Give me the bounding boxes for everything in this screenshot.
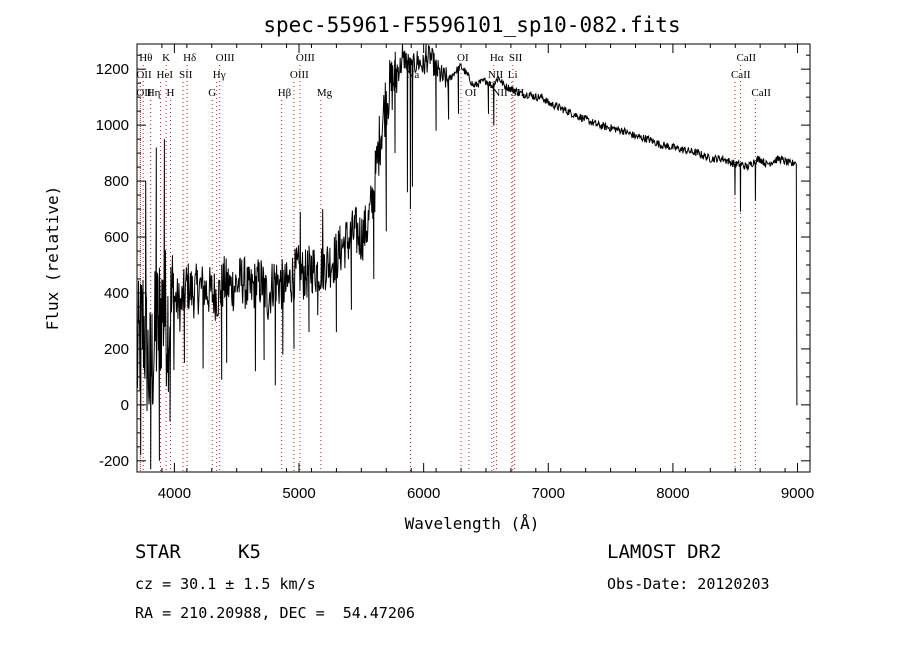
object-subclass: K5 — [238, 541, 261, 563]
x-tick-label: 5000 — [282, 485, 315, 502]
spectral-line-label: Mg — [317, 87, 333, 99]
axis-ticks: 4000 5000 6000 7000 8000 9000 -200 0 200 400 600 80… — [96, 44, 814, 502]
spectral-line-label: OI — [465, 87, 477, 99]
spectral-line-label: CaII — [731, 69, 751, 81]
spectral-line-label: OIII — [296, 52, 315, 64]
observation-date: Obs-Date: 20120203 — [607, 575, 770, 593]
y-tick-label: 600 — [104, 229, 129, 246]
spectral-line-label: Hη — [147, 87, 161, 99]
x-axis-label: Wavelength (Å) — [405, 514, 540, 533]
sky-coordinates: RA = 210.20988, DEC = 54.47206 — [135, 604, 415, 622]
x-tick-label: 7000 — [532, 485, 565, 502]
spectral-line-label: OI — [457, 52, 469, 64]
x-tick-label: 4000 — [158, 485, 191, 502]
y-tick-label: 1000 — [96, 117, 129, 134]
spectral-line-label: OII — [136, 87, 152, 99]
y-tick-label: 800 — [104, 173, 129, 190]
spectral-line-label: OIII — [216, 52, 235, 64]
chart-title: spec-55961-F5596101_sp10-082.fits — [263, 13, 680, 37]
survey-name: LAMOST DR2 — [607, 541, 722, 563]
y-tick-label: 200 — [104, 341, 129, 358]
spectral-line-label: Hθ — [139, 52, 152, 64]
spectral-line-markers: HθOIIOIIHηHeIKHSIIHδHγGOIIIHβOIIIOIIIMgN… — [136, 52, 771, 472]
y-tick-label: 400 — [104, 285, 129, 302]
x-tick-label: 9000 — [781, 485, 814, 502]
x-tick-label: 6000 — [407, 485, 440, 502]
spectral-line-label: SII — [509, 52, 523, 64]
y-tick-label: 1200 — [96, 61, 129, 78]
spectral-line-label: OIII — [290, 69, 309, 81]
spectral-line-label: Hβ — [278, 87, 292, 99]
spectral-line-label: Hα — [490, 52, 504, 64]
spectrum-line — [136, 43, 798, 470]
redshift-velocity: cz = 30.1 ± 1.5 km/s — [135, 575, 316, 593]
y-tick-label: -200 — [99, 453, 129, 470]
spectral-line-label: SII — [179, 69, 193, 81]
spectral-line-label: CaII — [751, 87, 771, 99]
spectral-line-label: G — [208, 87, 216, 99]
spectral-line-label: CaII — [736, 52, 756, 64]
y-axis-label: Flux (relative) — [43, 186, 62, 331]
spectral-line-label: Li — [508, 69, 518, 81]
spectral-line-label: NII — [492, 87, 508, 99]
spectral-line-label: Hδ — [183, 52, 196, 64]
x-tick-label: 8000 — [656, 485, 689, 502]
spectral-line-label: HeI — [157, 69, 174, 81]
spectral-line-label: NII — [488, 69, 504, 81]
spectral-line-label: OII — [136, 69, 152, 81]
spectral-line-label: Hγ — [213, 69, 226, 81]
y-tick-label: 0 — [121, 397, 129, 414]
spectral-line-label: K — [162, 52, 170, 64]
plot-frame — [136, 43, 811, 473]
spectral-line-label: H — [167, 87, 175, 99]
object-class: STAR — [135, 541, 181, 563]
